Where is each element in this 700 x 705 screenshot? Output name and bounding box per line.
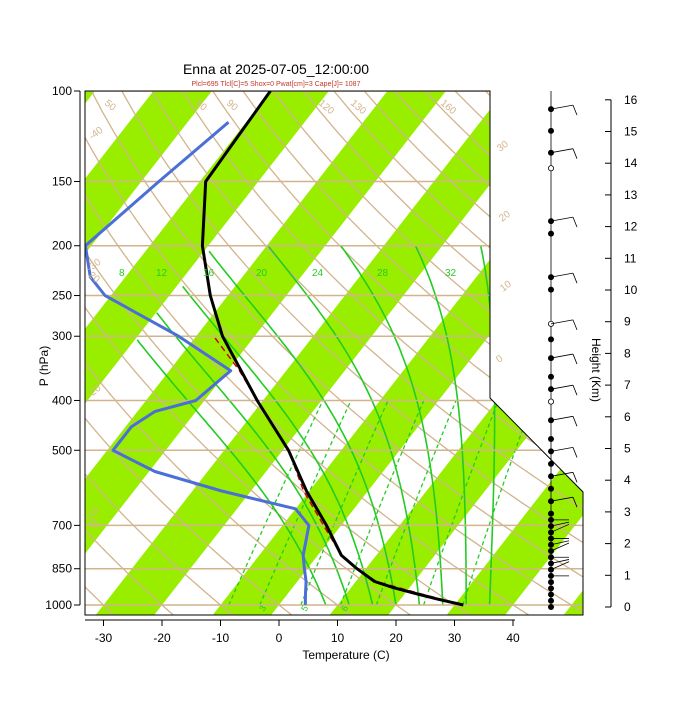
- moist-adiabat-label: 24: [312, 268, 324, 279]
- wind-barb-flag: [573, 447, 577, 457]
- height-tick-label: 16: [624, 93, 638, 107]
- wind-level-dot: [548, 580, 553, 585]
- moist-adiabat-label: 8: [119, 268, 125, 279]
- height-tick-label: 7: [624, 378, 631, 392]
- y-tick-label: 200: [52, 239, 72, 253]
- wind-level-dot: [548, 399, 553, 404]
- y-tick-label: 1000: [45, 598, 72, 612]
- wind-level-dot: [548, 592, 553, 597]
- height-tick-label: 15: [624, 125, 638, 139]
- wind-barb: [551, 149, 573, 153]
- height-tick-label: 0: [624, 600, 631, 614]
- dry-adiabat-label: 160: [438, 98, 458, 117]
- height-tick-label: 3: [624, 505, 631, 519]
- x-tick-label: 0: [276, 631, 283, 645]
- isotherm-band: [563, 67, 700, 615]
- wind-barb-flag: [573, 217, 577, 227]
- wind-level-dot: [548, 337, 553, 342]
- height-tick-label: 4: [624, 473, 631, 487]
- x-tick-label: 30: [448, 631, 462, 645]
- wind-level-dot: [548, 436, 553, 441]
- y-tick-label: 500: [52, 443, 72, 457]
- y-tick-label: 300: [52, 329, 72, 343]
- x-tick-label: -30: [95, 631, 113, 645]
- dry-adiabat-label: 50: [102, 98, 118, 114]
- wind-level-dot: [548, 461, 553, 466]
- y-tick-label: 100: [52, 84, 72, 98]
- wind-level-dot: [548, 567, 553, 572]
- y-tick-label: 700: [52, 518, 72, 532]
- chart-subtitle: Plcl=695 Tlcl[C]=5 Shox=0 Pwat[cm]=3 Cap…: [192, 81, 361, 88]
- wind-barb: [551, 416, 573, 420]
- height-tick-label: 13: [624, 188, 638, 202]
- wind-level-dot: [548, 530, 553, 535]
- moist-adiabat-label: 20: [256, 268, 268, 279]
- moist-adiabat-label: 12: [156, 268, 168, 279]
- isotherm-label: 30: [495, 139, 511, 155]
- y-axis-title: P (hPa): [37, 346, 51, 386]
- wind-level-dot: [548, 586, 553, 591]
- y-tick-label: 250: [52, 289, 72, 303]
- wind-barb-flag: [573, 354, 577, 364]
- wind-level-dot: [548, 604, 553, 609]
- isotherm-band: [212, 67, 698, 615]
- wind-barb: [551, 354, 573, 358]
- wind-level-dot: [548, 287, 553, 292]
- wind-level-dot: [548, 511, 553, 516]
- y-tick-label: 400: [52, 393, 72, 407]
- x-tick-label: 20: [389, 631, 403, 645]
- wind-barb-flag: [573, 320, 577, 330]
- height-tick-label: 14: [624, 156, 638, 170]
- isotherm-band: [95, 67, 581, 615]
- wind-level-dot: [548, 374, 553, 379]
- moist-adiabat-label: 28: [377, 268, 389, 279]
- wind-barb: [551, 320, 573, 324]
- wind-barb-flag: [573, 149, 577, 159]
- wind-level-dot: [548, 128, 553, 133]
- wind-level-dot: [548, 166, 553, 171]
- wind-barb: [551, 447, 573, 451]
- isotherm-label: 20: [497, 209, 513, 225]
- height-tick-label: 8: [624, 346, 631, 360]
- x-tick-label: -10: [212, 631, 230, 645]
- height-tick-label: 2: [624, 537, 631, 551]
- moist-adiabat-label: 32: [445, 268, 457, 279]
- wind-barb: [551, 217, 573, 221]
- wind-barb-flag: [573, 105, 577, 115]
- wind-level-dot: [548, 548, 553, 553]
- x-tick-label: -20: [153, 631, 171, 645]
- wind-level-dot: [548, 598, 553, 603]
- wind-barb: [551, 105, 573, 109]
- wind-barb: [551, 273, 573, 277]
- height-tick-label: 10: [624, 283, 638, 297]
- dry-adiabat-label: 130: [348, 98, 368, 117]
- wind-barb-flag: [573, 416, 577, 426]
- x-tick-label: 10: [331, 631, 345, 645]
- height-tick-label: 6: [624, 410, 631, 424]
- height-axis-title: Height (Km): [589, 338, 603, 402]
- height-tick-label: 11: [624, 251, 637, 265]
- wind-barb-flag: [573, 385, 577, 395]
- chart-title: Enna at 2025-07-05_12:00:00: [183, 61, 369, 77]
- height-tick-label: 1: [624, 568, 631, 582]
- height-tick-label: 9: [624, 315, 631, 329]
- isotherm-label: 0: [494, 353, 505, 365]
- x-tick-label: 40: [506, 631, 520, 645]
- moist-adiabat-label: 16: [203, 268, 215, 279]
- wind-barb: [551, 385, 573, 389]
- height-tick-label: 12: [624, 220, 638, 234]
- height-tick-label: 5: [624, 442, 631, 456]
- wind-barb-flag: [573, 472, 577, 482]
- y-tick-label: 850: [52, 562, 72, 576]
- wind-level-dot: [548, 231, 553, 236]
- y-tick-label: 150: [52, 175, 72, 189]
- wind-barb-flag: [573, 273, 577, 283]
- isotherm-label: -40: [87, 125, 106, 143]
- isotherm-label: 10: [498, 279, 514, 295]
- x-axis-title: Temperature (C): [302, 648, 389, 662]
- wind-level-dot: [548, 486, 553, 491]
